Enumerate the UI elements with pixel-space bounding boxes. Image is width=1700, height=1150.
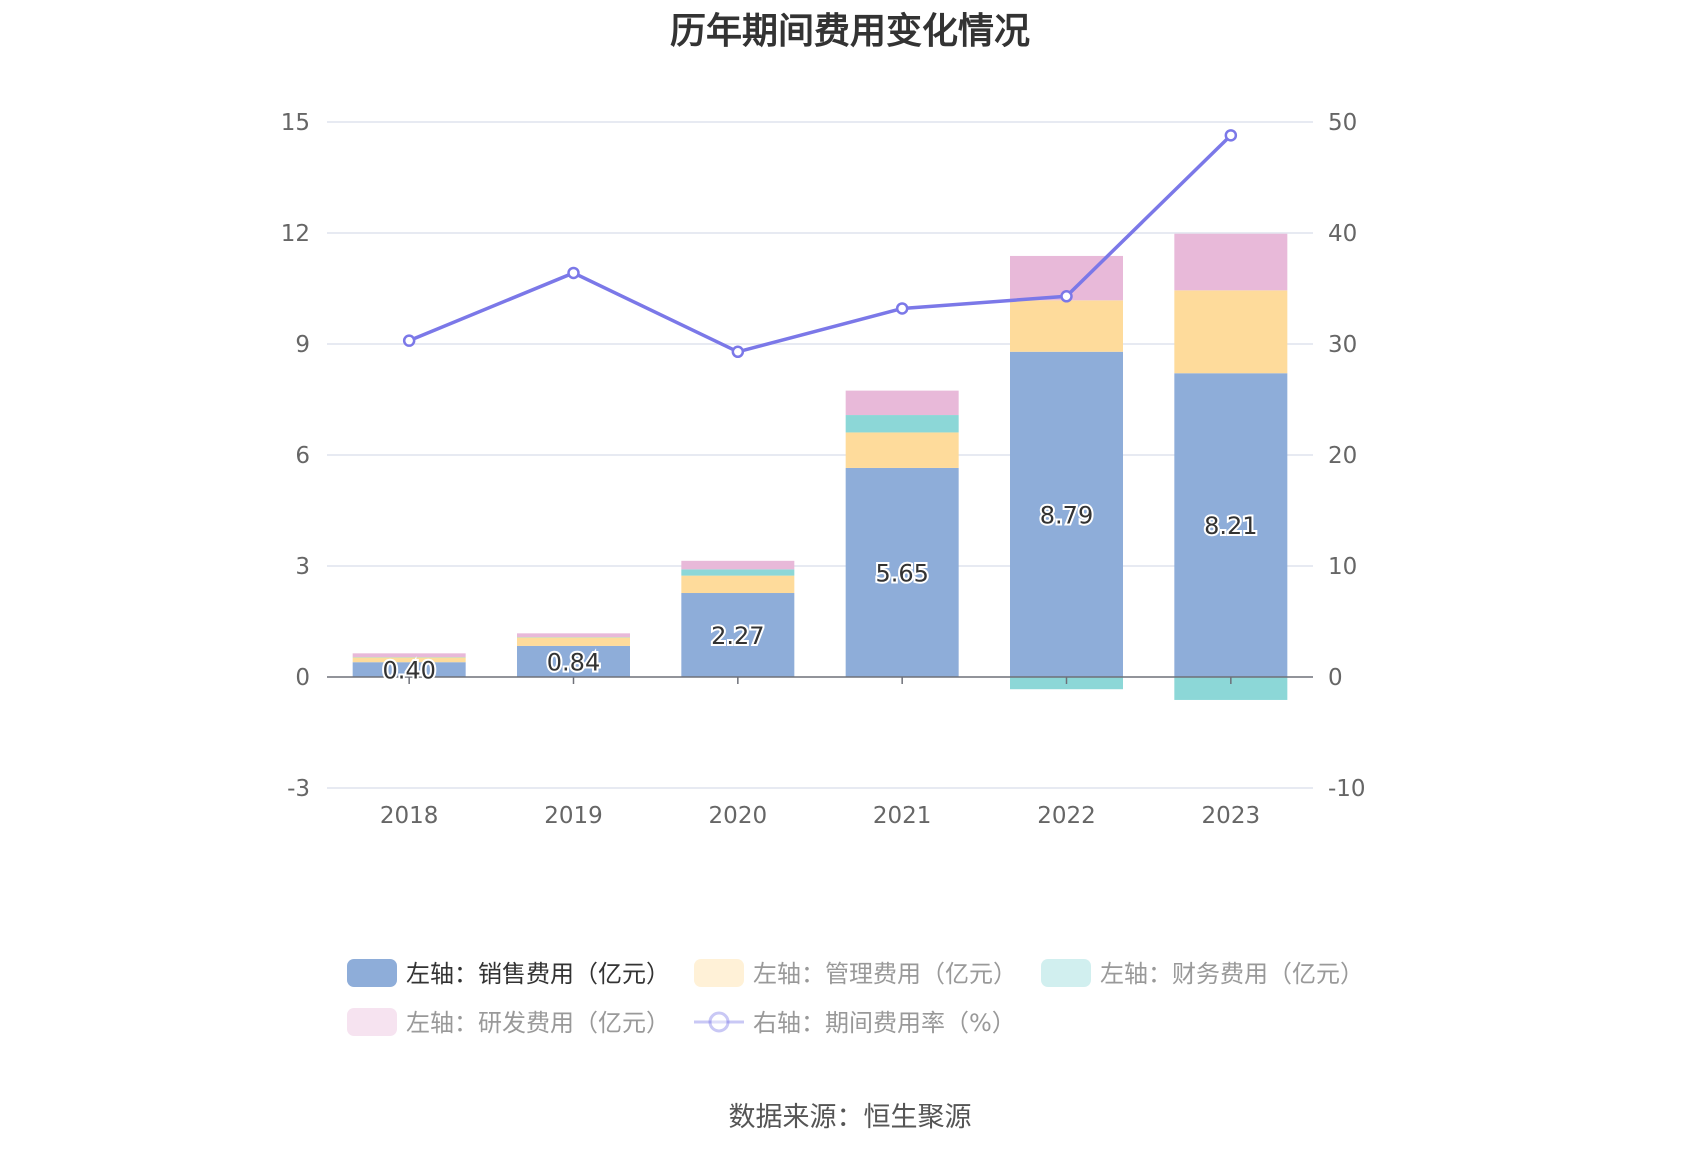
right-axis-tick-label: 10 xyxy=(1328,554,1357,580)
bar-data-label: 8.79 xyxy=(1040,501,1093,529)
bar-segment-series-1[interactable] xyxy=(1010,351,1123,677)
legend-label: 左轴：销售费用（亿元） xyxy=(406,960,670,988)
left-axis-tick-label: -3 xyxy=(287,776,310,802)
legend-item-5[interactable]: 右轴：期间费用率（%） xyxy=(694,1009,1016,1037)
rate-point[interactable] xyxy=(567,266,580,280)
x-axis-tick-label: 2021 xyxy=(873,803,932,829)
legend-circle-symbol xyxy=(708,1011,730,1033)
bar-segment-series-4[interactable] xyxy=(681,560,795,570)
rate-point[interactable] xyxy=(1060,290,1073,303)
x-axis-tick-label: 2020 xyxy=(709,803,768,829)
right-axis-tick-label: -10 xyxy=(1328,776,1366,802)
bar-segment-series-2[interactable] xyxy=(1174,290,1288,374)
bar-segment-series-2[interactable] xyxy=(1010,300,1123,352)
rate-point[interactable] xyxy=(895,302,909,315)
line-series xyxy=(402,129,1238,359)
legend-swatch xyxy=(1041,959,1091,987)
left-axis-tick-label: 15 xyxy=(281,110,310,136)
bar-segment-series-1[interactable] xyxy=(517,645,630,677)
legend-swatch xyxy=(347,959,397,987)
bar-data-label: 5.65 xyxy=(875,559,928,587)
legend-label: 左轴：财务费用（亿元） xyxy=(1100,960,1364,988)
legend-item-4[interactable]: 左轴：研发费用（亿元） xyxy=(347,1008,670,1037)
bar-segment-series-1[interactable] xyxy=(352,662,466,677)
bar-segment-series-2[interactable] xyxy=(517,637,630,646)
bar-segment-series-3[interactable] xyxy=(845,415,959,433)
rate-point[interactable] xyxy=(1224,129,1238,142)
x-axis-tick-label: 2023 xyxy=(1202,803,1261,829)
bar-segment-series-1[interactable] xyxy=(681,593,795,677)
left-axis-tick-label: 3 xyxy=(295,554,310,580)
x-axis-tick-label: 2018 xyxy=(380,803,439,829)
rate-line xyxy=(408,134,1233,354)
bar-segment-series-3[interactable] xyxy=(1174,677,1288,700)
bar-segment-series-4[interactable] xyxy=(517,633,630,638)
legend-label: 左轴：研发费用（亿元） xyxy=(406,1009,670,1037)
bar-segment-series-3[interactable] xyxy=(681,569,795,576)
right-axis-tick-label: 0 xyxy=(1328,665,1343,691)
bar-segment-series-2[interactable] xyxy=(845,432,959,468)
bar-data-label: 0.40 xyxy=(382,657,435,685)
axes: -3 0 3 6 9 12 15 -10 0 10 20 30 40 50 2018 2019 2020 2021… xyxy=(281,110,1366,829)
bar-segment-series-2[interactable] xyxy=(681,575,795,594)
bar-segment-series-2[interactable] xyxy=(352,657,466,663)
data-labels: 0.40 0.84 2.27 5.65 8.79 8.21 xyxy=(380,499,1259,686)
legend: 左轴：销售费用（亿元） 左轴：管理费用（亿元） 左轴：财务费用（亿元） 左轴：研发费用… xyxy=(347,959,1364,1037)
legend-item-2[interactable]: 左轴：管理费用（亿元） xyxy=(694,959,1017,988)
bar-segment-series-4[interactable] xyxy=(1174,233,1288,291)
left-axis-tick-label: 6 xyxy=(295,443,310,469)
grid-lines xyxy=(327,121,1313,789)
bar-segment-series-1[interactable] xyxy=(1174,373,1288,677)
legend-swatch xyxy=(347,1008,397,1036)
chart-title: 历年期间费用变化情况 xyxy=(669,11,1030,52)
rate-point[interactable] xyxy=(402,334,416,347)
x-axis-tick-label: 2022 xyxy=(1037,803,1096,829)
right-axis-tick-label: 30 xyxy=(1328,332,1357,358)
right-axis-tick-label: 50 xyxy=(1328,110,1357,136)
bar-data-label: 2.27 xyxy=(711,622,764,650)
left-axis-tick-label: 9 xyxy=(295,332,310,358)
left-axis-tick-label: 12 xyxy=(281,221,310,247)
legend-label: 右轴：期间费用率（%） xyxy=(753,1009,1016,1037)
bar-segment-series-4[interactable] xyxy=(845,390,959,416)
data-source-note: 数据来源：恒生聚源 xyxy=(728,1102,972,1133)
bar-data-label: 8.21 xyxy=(1204,512,1257,540)
legend-swatch xyxy=(694,959,744,987)
left-axis-tick-label: 0 xyxy=(295,665,310,691)
legend-item-1[interactable]: 左轴：销售费用（亿元） xyxy=(347,959,670,988)
bar-segment-series-1[interactable] xyxy=(845,467,959,677)
x-axis-tick-label: 2019 xyxy=(544,803,603,829)
bar-segment-series-4[interactable] xyxy=(352,653,466,658)
right-axis-tick-label: 20 xyxy=(1328,443,1357,469)
legend-label: 左轴：管理费用（亿元） xyxy=(753,960,1017,988)
bar-series xyxy=(352,233,1288,700)
right-axis-tick-label: 40 xyxy=(1328,221,1357,247)
bar-data-label: 0.84 xyxy=(547,648,600,676)
rate-point[interactable] xyxy=(731,345,745,359)
legend-item-3[interactable]: 左轴：财务费用（亿元） xyxy=(1041,959,1364,988)
